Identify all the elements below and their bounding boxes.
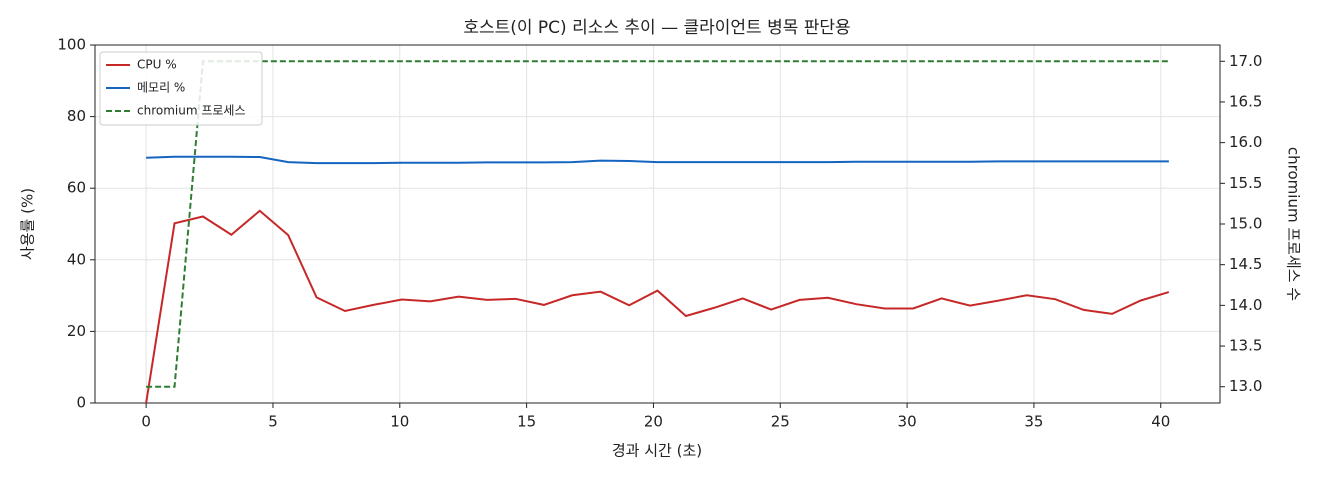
y-tick-label: 80 xyxy=(67,107,86,125)
y2-tick-label: 16.0 xyxy=(1229,133,1262,151)
x-tick-label: 15 xyxy=(517,413,536,431)
plot-frame xyxy=(94,44,1221,404)
y2-tick-label: 16.5 xyxy=(1229,92,1262,110)
y2-axis-label: chromium 프로세스 수 xyxy=(1285,147,1303,301)
x-tick-label: 0 xyxy=(141,413,151,431)
chart-title: 호스트(이 PC) 리소스 추이 — 클라이언트 병목 판단용 xyxy=(463,18,850,38)
legend-label: CPU % xyxy=(137,58,177,72)
y2-tick-label: 14.0 xyxy=(1229,296,1262,314)
y2-tick-label: 14.5 xyxy=(1229,255,1262,273)
y-tick-label: 60 xyxy=(67,179,86,197)
y-tick-label: 20 xyxy=(67,322,86,340)
y2-tick-label: 13.0 xyxy=(1229,377,1262,395)
y2-tick-label: 15.5 xyxy=(1229,174,1262,192)
y-axis-label: 사용률 (%) xyxy=(19,188,37,260)
legend-label: chromium 프로세스 xyxy=(137,104,246,118)
x-tick-label: 30 xyxy=(898,413,917,431)
y2-tick-label: 17.0 xyxy=(1229,52,1262,70)
x-tick-label: 10 xyxy=(390,413,409,431)
x-tick-label: 35 xyxy=(1024,413,1043,431)
data-line xyxy=(145,209,1170,404)
y-tick-label: 40 xyxy=(67,250,86,268)
legend-box xyxy=(99,51,263,126)
x-tick-label: 20 xyxy=(644,413,663,431)
x-axis-label: 경과 시간 (초) xyxy=(612,442,702,460)
data-line xyxy=(146,155,1169,165)
x-tick-label: 25 xyxy=(771,413,790,431)
y-tick-label: 100 xyxy=(57,36,86,54)
legend-label: 메모리 % xyxy=(137,81,185,95)
x-tick-label: 40 xyxy=(1151,413,1170,431)
y2-tick-label: 15.0 xyxy=(1229,215,1262,233)
y-tick-label: 0 xyxy=(76,394,86,412)
x-tick-label: 5 xyxy=(268,413,278,431)
y2-tick-label: 13.5 xyxy=(1229,337,1262,355)
data-line xyxy=(146,60,1169,388)
